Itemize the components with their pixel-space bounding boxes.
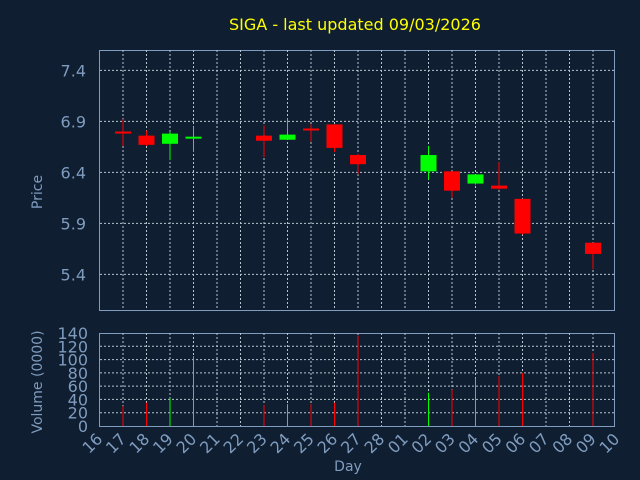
chart-title: SIGA - last updated 09/03/2026 [229, 15, 481, 34]
volume-axis-label: Volume (0000) [30, 330, 46, 433]
volume-tick-label: 60 [68, 377, 88, 396]
price-tick-label: 6.4 [61, 163, 86, 182]
candle-body [303, 128, 319, 131]
volume-panel [99, 333, 615, 427]
volume-bars [122, 335, 594, 426]
candle-body [115, 131, 131, 134]
volume-tick-label: 120 [57, 337, 88, 356]
candle-body [185, 136, 202, 139]
volume-tick-label: 40 [68, 390, 88, 409]
price-tick-label: 6.9 [61, 112, 86, 131]
volume-tick-label: 0 [78, 417, 88, 436]
candle-body [514, 198, 531, 234]
candle-body [491, 185, 507, 189]
candle-body [444, 171, 460, 191]
candle-body [420, 155, 437, 172]
candle-body [326, 124, 343, 148]
price-panel [99, 50, 615, 311]
candle-body [585, 242, 601, 254]
volume-tick-label: 80 [68, 364, 88, 383]
price-tick-label: 7.4 [61, 61, 86, 80]
price-tick-label: 5.4 [61, 265, 86, 284]
x-tick-label: 10 [595, 429, 623, 457]
volume-tick-label: 100 [57, 351, 88, 370]
volume-tick-label: 140 [57, 324, 88, 343]
x-axis-label: Day [334, 459, 362, 475]
candle-body [256, 135, 272, 141]
candle-body [279, 134, 296, 140]
volume-tick-label: 20 [68, 404, 88, 423]
candle-body [162, 133, 178, 144]
candles [115, 118, 601, 270]
candle-body [467, 174, 484, 184]
price-axis-label: Price [30, 175, 46, 209]
price-tick-label: 5.9 [61, 214, 86, 233]
candle-body [138, 135, 155, 145]
candle-body [350, 155, 366, 165]
